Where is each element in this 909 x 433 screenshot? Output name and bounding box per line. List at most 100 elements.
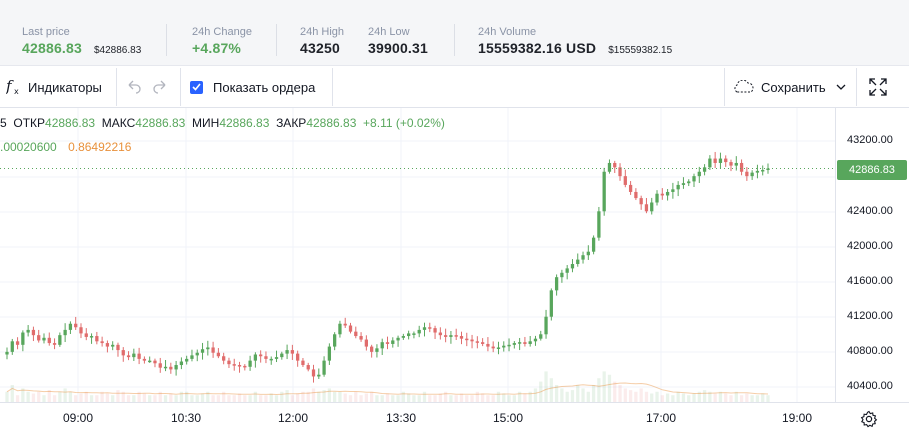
candle-body: [327, 346, 332, 361]
volume-bar: [687, 395, 691, 402]
candle-body: [375, 348, 379, 352]
time-tick-label: 15:00: [492, 411, 524, 425]
price-tick-label: 40400.00: [847, 380, 893, 392]
volume-bar: [116, 390, 120, 402]
volume-bar: [322, 390, 326, 402]
volume-bar: [148, 395, 152, 402]
save-button[interactable]: Сохранить: [732, 66, 826, 108]
undo-button[interactable]: [126, 66, 142, 108]
volume-bar: [517, 391, 522, 402]
redo-button[interactable]: [152, 66, 168, 108]
candle-body: [443, 335, 448, 337]
volume-bar: [68, 391, 73, 402]
volume-bar: [280, 391, 284, 402]
volume-bar: [391, 395, 395, 402]
change-24h-label: 24h Change: [192, 26, 252, 38]
candle-body: [206, 347, 210, 350]
volume-bar: [253, 391, 258, 402]
volume-bar: [644, 391, 649, 402]
volume-bar: [5, 391, 9, 402]
candle-body: [79, 327, 83, 334]
volume-bar: [306, 391, 310, 402]
candle-body: [523, 342, 527, 344]
candle-body: [454, 335, 458, 337]
show-orders-checkbox[interactable]: [190, 80, 203, 94]
volume-24h-stat: 24h Volume 15559382.16 USD $15559382.15: [478, 26, 672, 56]
candle-body: [15, 341, 20, 345]
candle-body: [396, 337, 400, 341]
volume-bar: [739, 395, 744, 402]
high-label: МАКС: [101, 116, 136, 130]
volume-bar: [480, 393, 485, 402]
candle-body: [650, 202, 654, 212]
candle-body: [58, 335, 62, 345]
volume-bar: [465, 395, 469, 402]
undo-icon: [126, 80, 142, 94]
candle-body: [607, 162, 612, 172]
candle-body: [195, 352, 199, 356]
candle-body: [322, 360, 326, 375]
volume-bar: [449, 395, 453, 402]
stats-divider: [276, 24, 277, 56]
volume-bar: [15, 395, 20, 402]
save-options-dropdown[interactable]: [836, 66, 846, 108]
volume-bar: [227, 395, 231, 402]
volume-bar: [533, 388, 538, 402]
chart-settings-button[interactable]: [858, 408, 880, 430]
volume-bar: [602, 371, 606, 402]
candle-body: [560, 272, 564, 278]
volume-bar: [52, 395, 57, 402]
candle-body: [47, 337, 51, 344]
fullscreen-button[interactable]: [868, 66, 888, 108]
price-tick-label: 43200.00: [847, 134, 893, 146]
volume-bar: [89, 395, 94, 402]
volume-bar: [496, 391, 501, 402]
candle-body: [692, 176, 696, 182]
candle-body: [126, 355, 131, 358]
volume-ma-line: [6, 382, 769, 396]
candle-body: [628, 184, 633, 192]
interval-fragment: 5: [0, 116, 7, 130]
candle-body: [734, 162, 738, 166]
volume-bar: [422, 391, 427, 402]
low-label: МИН: [192, 116, 220, 130]
volume-bar: [232, 395, 236, 402]
volume-bar: [359, 395, 363, 402]
price-axis[interactable]: 43200.0042800.0042400.0042000.0041600.00…: [835, 108, 909, 402]
candle-body: [222, 356, 226, 361]
candle-body: [95, 336, 99, 342]
volume-bar: [10, 385, 14, 402]
high-24h-label: 24h High: [300, 26, 345, 38]
market-stats-bar: Last price 42886.83 $42886.83 24h Change…: [0, 0, 909, 66]
volume-bar: [576, 385, 580, 402]
candle-body: [496, 347, 501, 349]
redo-icon: [152, 80, 168, 94]
show-orders-toggle[interactable]: Показать ордера: [190, 66, 315, 108]
volume-bar: [750, 395, 754, 402]
candle-body: [190, 355, 194, 359]
candle-body: [660, 193, 664, 196]
volume-bar: [311, 388, 316, 402]
cloud-icon: [732, 80, 756, 94]
candle-body: [385, 342, 390, 344]
volume-bar: [634, 391, 638, 402]
candlestick-chart[interactable]: [0, 108, 835, 402]
volume-bar: [195, 395, 199, 402]
last-price-label: Last price: [22, 26, 70, 38]
volume-bar: [169, 393, 173, 402]
price-tick-label: 40800.00: [847, 345, 893, 357]
time-axis[interactable]: 19:00 17:00 15:00 13:30 12:00 10:30 09:00: [0, 402, 909, 433]
gear-icon: [860, 410, 878, 428]
candle-body: [708, 158, 712, 168]
volume-bar: [259, 395, 263, 402]
volume-bar: [290, 395, 295, 402]
volume-bar: [74, 395, 78, 402]
open-value: 42886.83: [45, 116, 96, 130]
candle-body: [391, 340, 395, 344]
candle-body: [269, 358, 273, 361]
candle-body: [576, 259, 580, 264]
price-tick-label: 41600.00: [847, 275, 893, 287]
candle-body: [697, 171, 701, 177]
candle-body: [750, 172, 754, 177]
